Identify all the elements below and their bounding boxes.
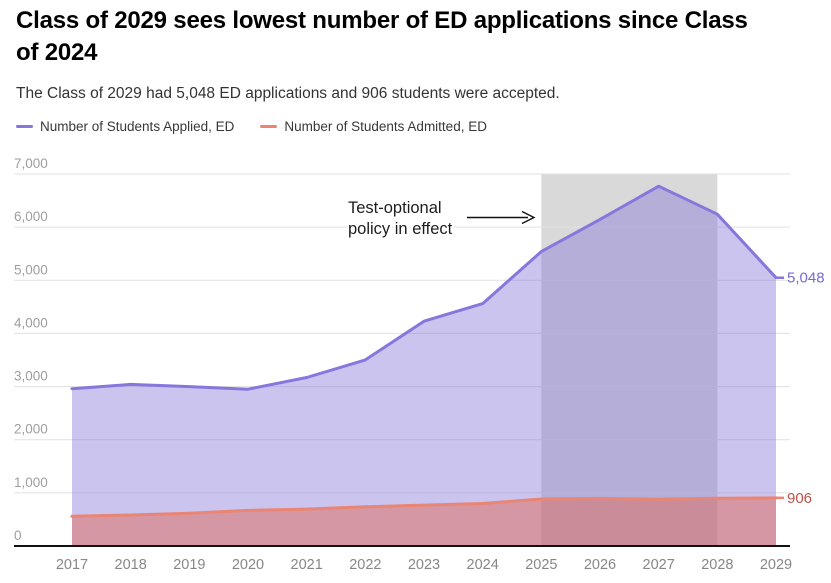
- x-tick-label: 2024: [467, 557, 499, 573]
- annotation-test-optional: Test-optional: [348, 199, 442, 217]
- x-tick-label: 2017: [56, 557, 88, 573]
- applied-line: [70, 184, 778, 391]
- y-tick-label: 0: [14, 528, 22, 543]
- x-tick-label: 2019: [173, 557, 205, 573]
- chart-svg: 0 1,000 2,000 3,000 4,000 5,000 6,000 7,000 2017…: [14, 156, 825, 573]
- x-tick-label: 2023: [408, 557, 440, 573]
- legend-item-applied: Number of Students Applied, ED: [16, 119, 234, 134]
- y-tick-label: 4,000: [14, 315, 48, 330]
- applied-area: [72, 186, 776, 546]
- legend-label: Number of Students Admitted, ED: [284, 119, 487, 134]
- applied-end-label: 5,048: [787, 270, 825, 287]
- legend-label: Number of Students Applied, ED: [40, 119, 235, 134]
- legend-item-admitted: Number of Students Admitted, ED: [260, 119, 487, 134]
- y-tick-label: 3,000: [14, 369, 48, 384]
- x-tick-label: 2020: [232, 557, 264, 573]
- y-tick-label: 2,000: [14, 422, 48, 437]
- x-tick-label: 2029: [760, 557, 792, 573]
- legend-swatch-icon: [16, 124, 33, 129]
- legend-swatch-icon: [260, 124, 278, 129]
- chart-subtitle: The Class of 2029 had 5,048 ED applicati…: [16, 85, 560, 102]
- x-tick-label: 2021: [291, 557, 323, 573]
- y-tick-label: 5,000: [14, 262, 48, 277]
- admitted-line: [70, 496, 778, 518]
- x-tick-label: 2026: [584, 557, 616, 573]
- annotation-arrow-icon: [467, 210, 536, 225]
- x-tick-label: 2018: [115, 557, 147, 573]
- x-tick-label: 2028: [701, 557, 733, 573]
- x-tick-label: 2022: [349, 557, 381, 573]
- admitted-end-label: 906: [787, 490, 812, 507]
- x-tick-label: 2025: [525, 557, 557, 573]
- y-tick-label: 1,000: [14, 475, 48, 490]
- y-tick-label: 6,000: [14, 209, 48, 224]
- chart-title: Class of 2029 sees lowest number of ED a…: [16, 7, 748, 66]
- x-tick-label: 2027: [643, 557, 675, 573]
- y-tick-label: 7,000: [14, 156, 48, 171]
- legend: Number of Students Applied, ED Number of …: [16, 119, 487, 134]
- admitted-area: [72, 497, 776, 546]
- annotation-test-optional: policy in effect: [348, 220, 453, 238]
